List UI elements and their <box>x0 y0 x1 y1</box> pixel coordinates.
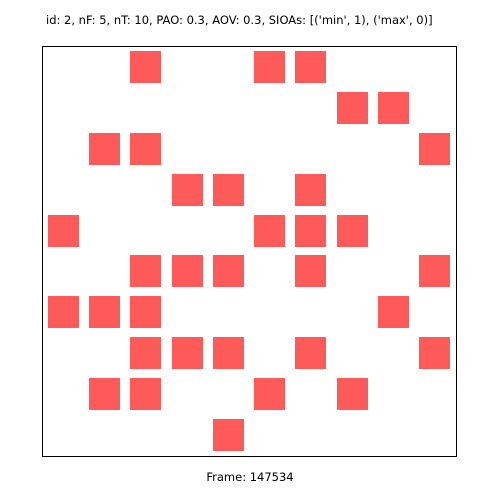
filled-cell-r0-c2 <box>130 50 162 83</box>
filled-cell-r8-c7 <box>336 378 368 411</box>
filled-cell-r4-c5 <box>254 214 286 247</box>
filled-cell-r6-c0 <box>47 296 79 329</box>
filled-cell-r1-c7 <box>336 91 368 124</box>
filled-cell-r2-c2 <box>130 132 162 165</box>
filled-cell-r5-c9 <box>419 255 451 288</box>
frame-counter: Frame: 147534 <box>206 470 294 484</box>
filled-cell-r6-c8 <box>378 296 410 329</box>
filled-cell-r0-c5 <box>254 50 286 83</box>
filled-cell-r6-c2 <box>130 296 162 329</box>
filled-cell-r6-c1 <box>88 296 120 329</box>
filled-cell-r8-c5 <box>254 378 286 411</box>
game-board <box>41 45 457 457</box>
filled-cell-r7-c3 <box>171 337 203 370</box>
filled-cell-r2-c1 <box>88 132 120 165</box>
filled-cell-r8-c2 <box>130 378 162 411</box>
filled-cell-r5-c6 <box>295 255 327 288</box>
filled-cell-r3-c4 <box>212 173 244 206</box>
filled-cell-r7-c9 <box>419 337 451 370</box>
filled-cell-r0-c6 <box>295 50 327 83</box>
filled-cell-r8-c1 <box>88 378 120 411</box>
filled-cell-r5-c3 <box>171 255 203 288</box>
filled-cell-r4-c0 <box>47 214 79 247</box>
filled-cell-r2-c9 <box>419 132 451 165</box>
filled-cell-r5-c4 <box>212 255 244 288</box>
filled-cell-r1-c8 <box>378 91 410 124</box>
filled-cell-r9-c4 <box>212 419 244 452</box>
filled-cell-r3-c3 <box>171 173 203 206</box>
filled-cell-r7-c2 <box>130 337 162 370</box>
filled-cell-r4-c7 <box>336 214 368 247</box>
filled-cell-r5-c2 <box>130 255 162 288</box>
info-header: id: 2, nF: 5, nT: 10, PAO: 0.3, AOV: 0.3… <box>46 13 433 27</box>
filled-cell-r7-c4 <box>212 337 244 370</box>
filled-cell-r7-c6 <box>295 337 327 370</box>
filled-cell-r3-c6 <box>295 173 327 206</box>
filled-cell-r4-c6 <box>295 214 327 247</box>
